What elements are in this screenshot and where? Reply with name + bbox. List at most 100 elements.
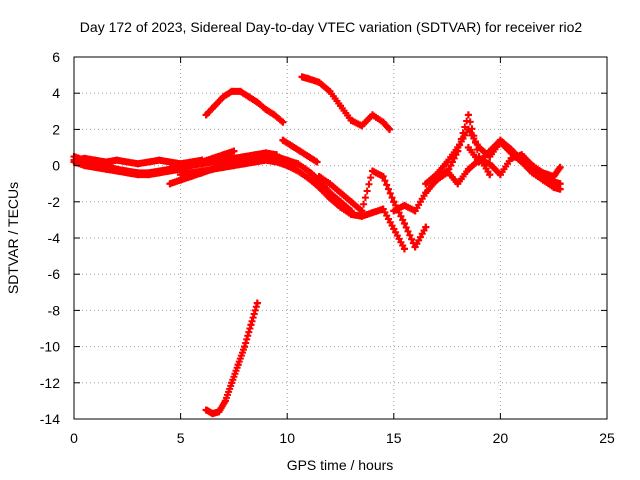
data-point: [486, 171, 494, 179]
data-point: [294, 167, 302, 175]
series-trail: [202, 299, 261, 418]
data-point: [496, 136, 504, 144]
data-point: [326, 194, 334, 202]
data-point: [411, 243, 419, 251]
data-point: [305, 75, 313, 83]
data-point: [550, 178, 558, 186]
data-point: [209, 154, 217, 162]
data-point: [326, 180, 334, 188]
data-point: [556, 163, 564, 171]
data-point: [507, 145, 515, 153]
data-point: [202, 111, 210, 119]
data-point: [155, 169, 163, 177]
data-point: [347, 116, 355, 124]
data-point: [464, 111, 472, 119]
data-point: [81, 154, 89, 162]
data-point: [337, 189, 344, 197]
data-point: [475, 144, 483, 151]
data-point: [368, 111, 376, 119]
data-point: [454, 180, 462, 188]
data-point: [379, 118, 387, 126]
x-tick-label: 5: [177, 430, 185, 446]
data-point: [390, 207, 398, 215]
data-point: [230, 147, 238, 155]
data-point: [262, 105, 270, 113]
data-point: [287, 142, 295, 150]
data-point: [315, 78, 323, 86]
data-point: [464, 165, 472, 173]
data-point: [443, 167, 451, 175]
data-point: [305, 153, 313, 161]
data-point: [422, 189, 430, 197]
data-point: [202, 406, 210, 414]
data-point: [247, 321, 255, 329]
data-point: [368, 209, 376, 217]
data-point: [241, 160, 249, 168]
data-point: [313, 158, 321, 166]
data-point: [273, 158, 281, 166]
data-point: [123, 169, 131, 177]
data-point: [228, 379, 236, 387]
data-point: [358, 122, 366, 130]
data-point: [134, 171, 142, 179]
y-tick-label: -8: [48, 302, 61, 318]
series-arc-4: [166, 153, 355, 215]
x-axis-label: GPS time / hours: [287, 457, 394, 473]
y-tick-label: 0: [52, 158, 60, 174]
data-point: [400, 220, 408, 228]
data-point: [411, 207, 419, 215]
series-arc-7: [279, 136, 321, 166]
series-trail: [298, 73, 394, 133]
data-point: [486, 160, 494, 168]
plot-area: [70, 73, 564, 418]
data-point: [528, 165, 536, 173]
data-point: [347, 210, 355, 218]
data-point: [145, 158, 153, 166]
y-tick-label: -14: [40, 411, 60, 427]
data-point: [279, 118, 287, 126]
x-tick-label: 10: [279, 430, 295, 446]
data-point: [236, 87, 244, 95]
data-point: [326, 87, 334, 95]
series-arc-9: [202, 299, 261, 418]
data-point: [464, 125, 472, 133]
y-tick-label: -2: [48, 194, 61, 210]
data-point: [337, 102, 344, 110]
data-point: [123, 158, 131, 166]
grid: [74, 57, 607, 419]
data-point: [251, 158, 259, 166]
data-point: [347, 198, 355, 206]
series-arc-12: [422, 125, 564, 193]
y-tick-label: -4: [48, 230, 61, 246]
data-point: [368, 167, 376, 175]
data-point: [262, 156, 270, 164]
data-point: [219, 151, 227, 159]
data-point: [219, 93, 227, 101]
data-point: [166, 158, 174, 166]
y-axis-label: SDTVAR / TECUs: [5, 182, 21, 294]
data-point: [134, 160, 142, 168]
data-point: [241, 343, 249, 351]
y-tick-label: 4: [52, 85, 60, 101]
data-point: [209, 410, 217, 418]
y-tick-label: -12: [40, 375, 60, 391]
data-point: [102, 165, 110, 173]
data-point: [296, 147, 304, 155]
data-point: [432, 176, 440, 184]
series-arc-5: [177, 156, 408, 253]
y-tick-label: 2: [52, 121, 60, 137]
data-point: [379, 172, 387, 180]
data-point: [283, 162, 291, 170]
data-point: [400, 245, 408, 253]
data-point: [315, 172, 323, 180]
data-point: [198, 167, 206, 175]
data-point: [219, 163, 227, 171]
data-point: [422, 180, 430, 188]
data-point: [234, 361, 242, 369]
data-point: [253, 98, 261, 106]
data-point: [221, 397, 229, 405]
data-point: [337, 203, 344, 211]
data-point: [198, 158, 206, 166]
series-arc-8: [298, 73, 394, 133]
